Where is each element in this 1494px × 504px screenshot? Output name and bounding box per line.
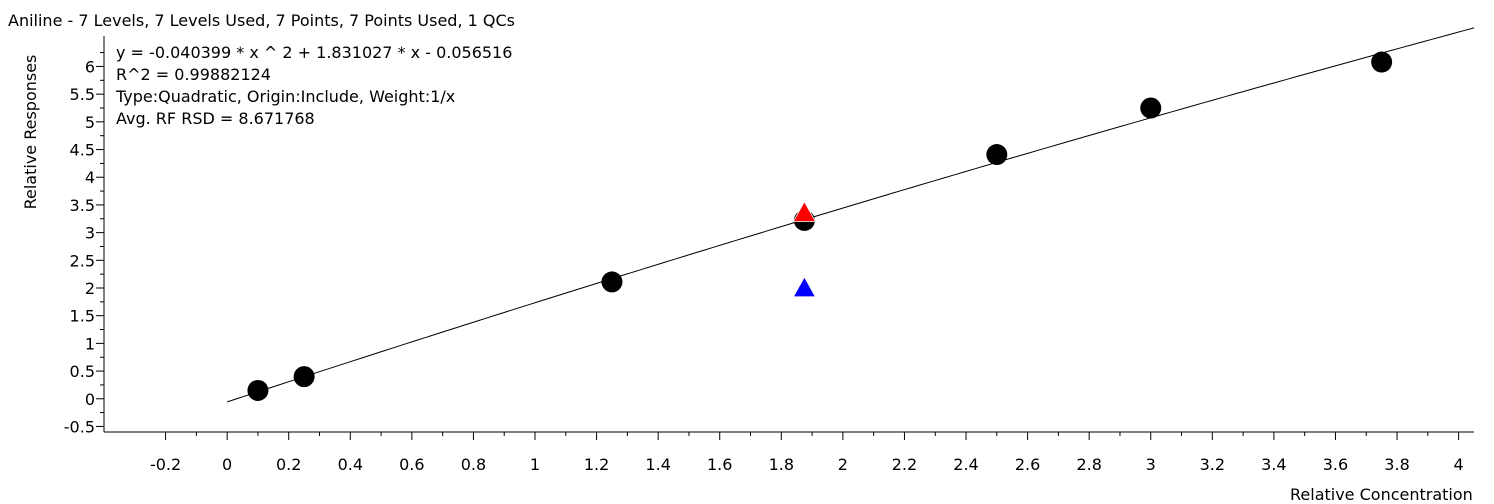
y-tick-label: 3 <box>85 224 95 243</box>
qc-point <box>792 200 817 222</box>
rf-rsd-text: Avg. RF RSD = 8.671768 <box>116 109 315 128</box>
fit-curve <box>226 27 1475 403</box>
x-tick-label: 2 <box>838 455 848 474</box>
chart-title: Aniline - 7 Levels, 7 Levels Used, 7 Poi… <box>8 11 515 30</box>
qc-point <box>792 276 817 298</box>
y-tick-label: 5 <box>85 113 95 132</box>
data-points-layer <box>247 51 1393 401</box>
y-axis-label: Relative Responses <box>21 55 40 210</box>
x-tick-label: 0 <box>222 455 232 474</box>
x-tick-label: 0.8 <box>461 455 486 474</box>
y-tick-label: 4.5 <box>70 141 95 160</box>
y-tick-label: 0 <box>85 390 95 409</box>
calibration-point <box>247 379 269 401</box>
y-tick-label: -0.5 <box>64 417 95 436</box>
calibration-point <box>986 144 1008 166</box>
x-tick-label: 0.2 <box>276 455 301 474</box>
y-tick-label: 0.5 <box>70 362 95 381</box>
r-squared-text: R^2 = 0.99882124 <box>116 65 271 84</box>
x-tick-label: 3.6 <box>1323 455 1348 474</box>
x-tick-label: 3.2 <box>1200 455 1225 474</box>
y-tick-label: 4 <box>85 168 95 187</box>
x-tick-label: 2.6 <box>1015 455 1040 474</box>
calibration-point <box>293 366 315 388</box>
calibration-point <box>1140 97 1162 119</box>
fit-curve-layer <box>226 27 1475 403</box>
x-tick-label: 1.2 <box>584 455 609 474</box>
x-tick-label: 1 <box>530 455 540 474</box>
x-tick-label: 3.4 <box>1261 455 1286 474</box>
x-tick-label: 3.8 <box>1384 455 1409 474</box>
x-tick-label: 2.4 <box>953 455 978 474</box>
x-tick-label: 4 <box>1454 455 1464 474</box>
x-tick-label: 1.4 <box>645 455 670 474</box>
x-tick-label: 1.6 <box>707 455 732 474</box>
y-tick-label: 5.5 <box>70 85 95 104</box>
y-tick-label: 3.5 <box>70 196 95 215</box>
axes: -0.5 0 0.5 1 1.5 2 2.5 3 3.5 4 4.5 5 5.5 6 -0.2 0 0.2 0.4… <box>64 36 1474 474</box>
y-tick-label: 2 <box>85 279 95 298</box>
x-tick-label: -0.2 <box>150 455 181 474</box>
y-tick-label: 6 <box>85 57 95 76</box>
y-tick-label: 1.5 <box>70 307 95 326</box>
x-axis-label: Relative Concentration <box>1290 485 1473 504</box>
fit-type-text: Type:Quadratic, Origin:Include, Weight:1… <box>115 87 455 106</box>
x-tick-label: 0.4 <box>338 455 363 474</box>
x-tick-label: 1.8 <box>769 455 794 474</box>
x-tick-label: 3 <box>1146 455 1156 474</box>
y-tick-label: 1 <box>85 334 95 353</box>
equation-text: y = -0.040399 * x ^ 2 + 1.831027 * x - 0… <box>116 43 512 62</box>
equation-annotations: y = -0.040399 * x ^ 2 + 1.831027 * x - 0… <box>115 43 512 128</box>
x-tick-label: 0.6 <box>399 455 424 474</box>
calibration-point <box>601 271 623 293</box>
x-tick-label: 2.8 <box>1076 455 1101 474</box>
y-tick-label: 2.5 <box>70 251 95 270</box>
x-tick-label: 2.2 <box>892 455 917 474</box>
calibration-point <box>1371 51 1393 73</box>
